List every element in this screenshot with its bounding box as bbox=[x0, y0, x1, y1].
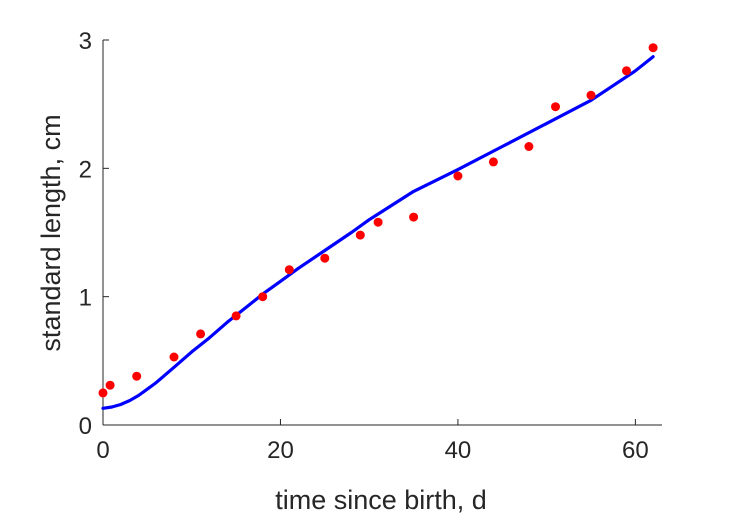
x-tick-label: 40 bbox=[445, 437, 472, 464]
data-point bbox=[409, 212, 419, 222]
data-point bbox=[284, 265, 294, 275]
y-axis-title: standard length, cm bbox=[36, 114, 66, 351]
data-point bbox=[258, 292, 268, 302]
data-point bbox=[586, 90, 596, 100]
data-point bbox=[524, 142, 534, 151]
data-point bbox=[105, 380, 115, 390]
data-point bbox=[196, 329, 206, 339]
x-tick-label: 0 bbox=[96, 437, 109, 464]
series-layer bbox=[98, 43, 658, 410]
data-point bbox=[622, 66, 631, 76]
data-point bbox=[488, 157, 498, 167]
x-tick-label: 20 bbox=[267, 437, 294, 464]
axes bbox=[102, 40, 662, 426]
y-tick-label: 0 bbox=[79, 413, 92, 440]
x-axis-title: time since birth, d bbox=[275, 485, 487, 515]
data-point bbox=[98, 388, 108, 398]
data-point bbox=[648, 43, 658, 53]
y-tick-label: 3 bbox=[79, 28, 92, 55]
data-point bbox=[551, 102, 560, 112]
model-fit-line bbox=[101, 55, 655, 410]
y-tick-label: 2 bbox=[79, 156, 92, 183]
data-point bbox=[320, 253, 330, 263]
data-point bbox=[169, 352, 179, 362]
data-point bbox=[373, 217, 383, 227]
data-point bbox=[231, 311, 241, 321]
data-point bbox=[132, 371, 142, 381]
x-tick-label: 60 bbox=[622, 437, 649, 464]
ticks-layer: 0 20 40 60 0 1 2 3 bbox=[79, 28, 649, 464]
y-tick-label: 1 bbox=[79, 285, 92, 312]
data-point bbox=[453, 171, 463, 181]
data-point bbox=[355, 230, 365, 240]
